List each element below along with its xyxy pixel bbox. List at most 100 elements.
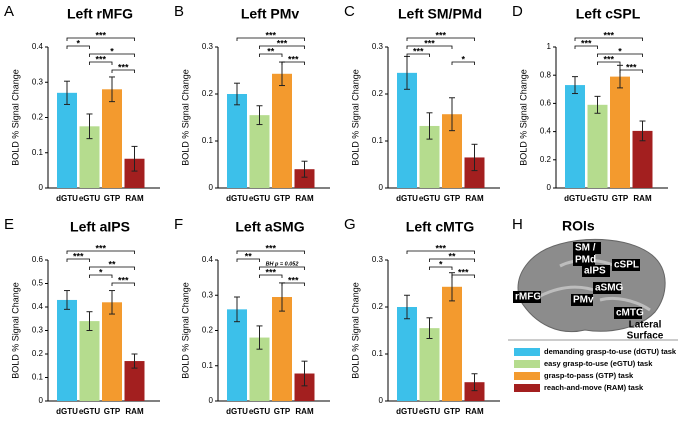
roi-label-box: [513, 291, 541, 303]
y-tick-label: 0.2: [32, 349, 44, 358]
x-tick-label: RAM: [465, 407, 484, 416]
significance-label: ***: [265, 30, 276, 40]
x-tick-label: RAM: [633, 194, 652, 203]
y-axis-label: BOLD % Signal Change: [350, 69, 360, 166]
significance-bracket: [259, 274, 283, 278]
panel-letter: G: [344, 216, 356, 233]
bar: [272, 73, 292, 188]
y-axis-label: BOLD % Signal Change: [518, 69, 528, 166]
x-tick-label: GTP: [444, 194, 461, 203]
chart-title: Left PMv: [241, 6, 300, 22]
significance-label: ***: [626, 62, 637, 72]
bar: [124, 158, 145, 188]
roi-label-box: [612, 259, 640, 271]
y-tick-label: 0.8: [540, 70, 552, 79]
y-tick-label: 0.2: [202, 326, 214, 335]
significance-bracket: [259, 45, 305, 49]
legend-label: easy grasp-to-use (eGTU) task: [544, 359, 653, 368]
bar: [57, 92, 77, 188]
legend-swatch: [514, 360, 540, 368]
significance-label: ***: [413, 46, 424, 56]
x-tick-label: GTP: [104, 407, 121, 416]
x-tick-label: RAM: [465, 194, 484, 203]
panel-letter: A: [4, 3, 14, 20]
y-tick-label: 0.1: [372, 349, 384, 358]
significance-label: ***: [603, 54, 614, 64]
y-axis-label: BOLD % Signal Change: [180, 69, 190, 166]
y-axis-label: BOLD % Signal Change: [10, 282, 20, 379]
y-tick-label: 0.1: [32, 373, 44, 382]
significance-label: ***: [95, 30, 106, 40]
bar: [57, 299, 77, 401]
roi-caption: Surface: [627, 331, 664, 342]
bar: [102, 89, 122, 188]
significance-label: ***: [288, 54, 299, 64]
significance-bracket: [89, 61, 113, 65]
panel-letter: F: [174, 216, 183, 233]
bar: [227, 94, 247, 188]
significance-bracket: [574, 37, 643, 41]
bar: [294, 169, 315, 188]
bar: [632, 130, 653, 188]
x-tick-label: GTP: [612, 194, 629, 203]
x-tick-label: GTP: [104, 194, 121, 203]
bar: [442, 286, 462, 401]
roi-label-box: [573, 242, 601, 254]
significance-label: **: [245, 251, 253, 261]
panel-letter: C: [344, 3, 355, 20]
y-tick-label: 0.3: [32, 326, 44, 335]
y-tick-label: 0.3: [32, 77, 44, 86]
y-tick-label: 0.2: [540, 155, 552, 164]
significance-bracket: [66, 258, 90, 262]
significance-label: ***: [277, 38, 288, 48]
significance-bracket: [236, 250, 305, 254]
significance-label: **: [108, 259, 116, 269]
y-tick-label: 0: [209, 396, 214, 405]
significance-bracket: [111, 282, 135, 286]
y-tick-label: 0.3: [372, 255, 384, 264]
legend-label: reach-and-move (RAM) task: [544, 383, 644, 392]
significance-bracket: [66, 45, 90, 49]
bar: [227, 309, 247, 401]
roi-label: PMd: [575, 255, 596, 266]
panel-letter: H: [512, 216, 523, 233]
bar: [79, 321, 100, 401]
bar: [102, 302, 122, 401]
legend-swatch: [514, 372, 540, 380]
x-tick-label: GTP: [444, 407, 461, 416]
y-axis-label: BOLD % Signal Change: [350, 282, 360, 379]
significance-bracket: [406, 250, 475, 254]
significance-label: *: [76, 38, 80, 48]
bar: [419, 125, 440, 188]
y-tick-label: 0: [547, 183, 552, 192]
panel: F Left aSMG BOLD % Signal Change 0 0.1 0.2 0.3…: [174, 216, 330, 416]
chart-title: Left cSPL: [576, 6, 641, 22]
significance-bracket: [597, 61, 621, 65]
bar: [294, 373, 315, 401]
bar: [124, 361, 145, 401]
significance-label: ***: [288, 275, 299, 285]
legend-label: demanding grasp-to-use (dGTU) task: [544, 347, 677, 356]
significance-bracket: [89, 274, 113, 278]
significance-bracket: [429, 266, 453, 270]
bar: [464, 382, 485, 401]
significance-bracket: [89, 53, 135, 57]
significance-label: **: [267, 46, 275, 56]
y-tick-label: 0.2: [372, 302, 384, 311]
y-tick-label: 0.1: [202, 136, 214, 145]
x-tick-label: dGTU: [396, 194, 418, 203]
bar: [272, 297, 292, 401]
y-tick-label: 0.3: [372, 42, 384, 51]
significance-label: **: [448, 251, 456, 261]
y-tick-label: 0.3: [202, 42, 214, 51]
significance-bracket: [66, 250, 135, 254]
bar: [249, 337, 270, 401]
y-tick-label: 0: [379, 396, 384, 405]
significance-bracket: [281, 61, 305, 65]
y-tick-label: 0.1: [202, 361, 214, 370]
bar: [587, 104, 608, 188]
significance-label: ***: [265, 267, 276, 277]
panel: B Left PMv BOLD % Signal Change 0 0.1 0.2 0.3 d…: [174, 3, 330, 203]
significance-label: ***: [435, 30, 446, 40]
significance-bracket: [111, 69, 135, 73]
